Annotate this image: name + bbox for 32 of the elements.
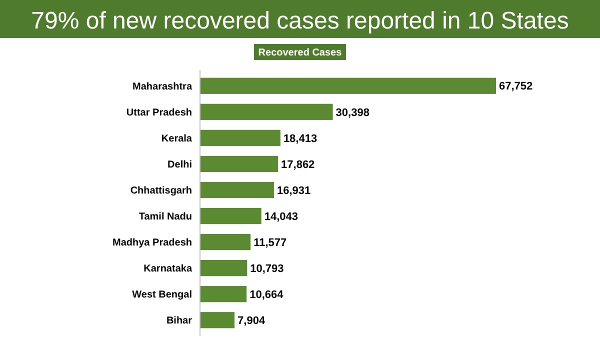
- y-tick-label: Karnataka: [144, 264, 192, 275]
- bar: [200, 78, 496, 94]
- data-label: 10,664: [250, 288, 284, 301]
- bar: [200, 260, 248, 276]
- chart-subtitle: Recovered Cases: [258, 48, 342, 58]
- data-label: 11,577: [254, 236, 287, 249]
- data-label: 14,043: [264, 210, 298, 223]
- y-tick-label: Tamil Nadu: [138, 212, 192, 223]
- bar: [200, 104, 333, 120]
- y-tick-label: West Bengal: [132, 290, 192, 301]
- bar: [200, 234, 251, 250]
- bar: [200, 156, 278, 172]
- y-tick-label: Bihar: [166, 316, 192, 327]
- chart-title: 79% of new recovered cases reported in 10 States: [31, 7, 569, 34]
- data-label: 67,752: [499, 80, 533, 93]
- data-label: 16,931: [276, 184, 311, 197]
- bar: [200, 312, 235, 328]
- y-tick-label: Delhi: [168, 159, 192, 170]
- bar: [200, 182, 274, 198]
- y-tick-label: Uttar Pradesh: [126, 107, 192, 118]
- bar: [200, 286, 247, 302]
- y-tick-label: Madhya Pradesh: [112, 238, 192, 249]
- data-label: 7,904: [238, 314, 266, 327]
- y-tick-label: Chhattisgarh: [130, 185, 192, 196]
- data-label: 10,793: [250, 262, 284, 275]
- bar: [200, 130, 280, 146]
- data-label: 18,413: [283, 132, 318, 145]
- y-tick-label: Maharashtra: [132, 81, 192, 92]
- y-tick-label: Kerala: [161, 133, 192, 144]
- bar: [200, 208, 262, 224]
- data-label: 17,862: [281, 158, 315, 171]
- data-label: 30,398: [336, 106, 370, 119]
